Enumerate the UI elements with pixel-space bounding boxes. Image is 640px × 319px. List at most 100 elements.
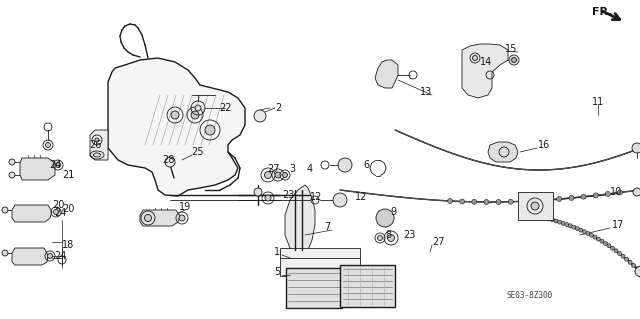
Polygon shape	[20, 158, 55, 180]
Circle shape	[376, 209, 394, 227]
Circle shape	[511, 57, 516, 63]
Circle shape	[600, 239, 604, 243]
Polygon shape	[12, 248, 48, 265]
Bar	[280, 248, 360, 276]
Circle shape	[536, 214, 541, 218]
Circle shape	[547, 217, 551, 221]
Circle shape	[520, 199, 525, 204]
Polygon shape	[108, 58, 245, 196]
Polygon shape	[12, 205, 52, 222]
Circle shape	[333, 193, 347, 207]
Text: 26: 26	[89, 140, 101, 150]
Text: 1: 1	[274, 247, 280, 257]
Bar	[340, 265, 395, 307]
Circle shape	[572, 225, 576, 229]
Circle shape	[2, 207, 8, 213]
Text: 17: 17	[612, 220, 625, 230]
Circle shape	[557, 197, 562, 202]
Text: 8: 8	[385, 230, 391, 240]
Ellipse shape	[93, 153, 100, 157]
Text: FR.: FR.	[592, 7, 612, 17]
Circle shape	[56, 162, 61, 167]
Polygon shape	[462, 44, 508, 98]
Text: 24: 24	[54, 208, 66, 218]
Circle shape	[564, 222, 569, 226]
Circle shape	[618, 190, 623, 195]
Text: 15: 15	[504, 44, 517, 54]
Circle shape	[191, 111, 199, 119]
Circle shape	[575, 226, 579, 231]
Circle shape	[569, 196, 574, 200]
Circle shape	[496, 199, 501, 204]
Circle shape	[205, 125, 215, 135]
Circle shape	[633, 188, 640, 196]
Circle shape	[145, 214, 152, 221]
Circle shape	[254, 110, 266, 122]
Circle shape	[618, 251, 621, 256]
Circle shape	[589, 233, 593, 237]
Text: 23: 23	[282, 190, 294, 200]
Text: 18: 18	[62, 240, 74, 250]
Circle shape	[165, 157, 175, 167]
Text: 24: 24	[54, 251, 66, 261]
Circle shape	[54, 210, 58, 214]
Circle shape	[611, 246, 614, 250]
Circle shape	[604, 241, 607, 245]
Polygon shape	[488, 142, 518, 162]
Circle shape	[45, 143, 51, 147]
Circle shape	[171, 111, 179, 119]
Circle shape	[586, 231, 590, 235]
Circle shape	[593, 235, 597, 239]
Text: 27: 27	[432, 237, 445, 247]
Circle shape	[614, 249, 618, 253]
Circle shape	[265, 195, 271, 201]
Circle shape	[95, 138, 99, 142]
Text: 13: 13	[420, 87, 432, 97]
Circle shape	[543, 216, 548, 220]
Text: 23: 23	[403, 230, 415, 240]
Circle shape	[632, 143, 640, 153]
Text: 5: 5	[274, 267, 280, 277]
Circle shape	[545, 197, 550, 203]
Circle shape	[540, 215, 544, 219]
Circle shape	[509, 55, 519, 65]
Text: 12: 12	[310, 192, 323, 202]
Bar	[518, 192, 553, 220]
Circle shape	[275, 172, 281, 178]
Text: 2: 2	[275, 103, 281, 113]
Circle shape	[531, 202, 539, 210]
Circle shape	[47, 254, 52, 258]
Circle shape	[635, 266, 640, 277]
Circle shape	[557, 220, 562, 224]
Circle shape	[625, 257, 628, 261]
Bar	[286, 268, 342, 308]
Text: 27: 27	[267, 164, 279, 174]
Circle shape	[561, 221, 565, 225]
Circle shape	[387, 234, 394, 241]
Circle shape	[554, 219, 558, 223]
Text: 7: 7	[324, 222, 330, 232]
Circle shape	[605, 191, 611, 197]
Circle shape	[582, 230, 586, 234]
Circle shape	[484, 199, 489, 204]
Circle shape	[264, 172, 271, 179]
Text: 6: 6	[363, 160, 369, 170]
Circle shape	[568, 224, 572, 228]
Text: 24: 24	[49, 160, 61, 170]
Circle shape	[550, 218, 555, 222]
Text: 10: 10	[610, 187, 622, 197]
Circle shape	[596, 237, 600, 241]
Text: 22: 22	[219, 103, 231, 113]
Text: SE03-8Z300: SE03-8Z300	[507, 291, 553, 300]
Text: 9: 9	[390, 207, 396, 217]
Text: 19: 19	[179, 202, 191, 212]
Text: 20: 20	[62, 204, 74, 214]
Circle shape	[9, 159, 15, 165]
Text: 25: 25	[192, 147, 204, 157]
Circle shape	[472, 56, 477, 61]
Circle shape	[508, 199, 513, 204]
Circle shape	[472, 199, 477, 204]
Circle shape	[635, 267, 639, 271]
Circle shape	[607, 244, 611, 248]
Circle shape	[581, 194, 586, 199]
